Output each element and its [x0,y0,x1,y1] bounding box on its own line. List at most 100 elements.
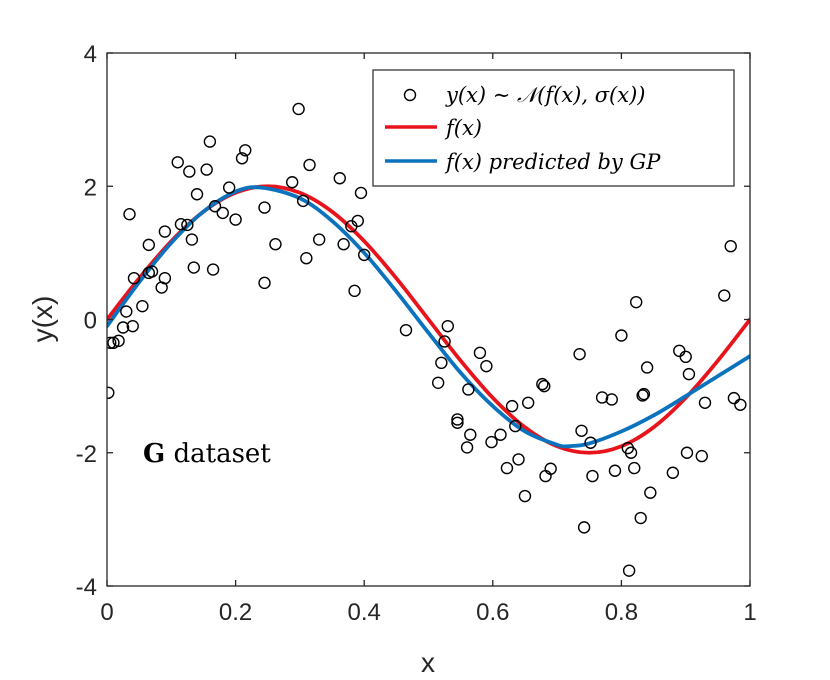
data-point [158,271,172,285]
data-point [107,336,120,350]
data-point [206,263,220,276]
data-point [183,165,196,178]
data-point [181,218,194,232]
data-point [107,386,115,399]
data-point [622,564,636,577]
data-point [174,218,188,231]
data-point [628,461,641,475]
data-point [451,413,464,426]
data-point [112,334,125,348]
data-point [296,194,310,208]
data-point [734,398,747,411]
data-point [644,486,657,499]
data-point [229,213,242,226]
data-point [636,389,649,402]
data-point [142,238,155,252]
data-point [303,158,316,172]
data-point [239,144,252,157]
data-point [500,461,514,475]
data-point [680,446,694,459]
y-tick-label: -2 [76,441,97,468]
data-point [544,462,557,475]
y-tick-label: 4 [84,41,97,68]
legend-entry-gp: f(x) predicted by GP [444,150,661,174]
lines-layer [107,184,750,455]
data-point [608,464,622,477]
data-point [312,233,326,246]
data-point [595,391,609,404]
gp-prediction-line [107,185,750,449]
data-point [464,428,477,441]
data-point [584,436,597,449]
data-point [158,225,172,238]
data-point [208,200,222,213]
y-tick-label: 2 [84,174,97,201]
data-point [505,399,519,413]
data-point [127,271,141,285]
data-point [351,214,364,228]
data-point [451,416,464,429]
data-point [292,102,305,116]
data-point [145,265,159,278]
data-point [605,393,618,406]
data-point [521,396,535,409]
legend-entry-observations: y(x) ∼ 𝒩(f(x), σ(x)) [445,83,645,107]
legend-marker-circle [403,88,417,102]
legend: y(x) ∼ 𝒩(f(x), σ(x)) f(x) f(x) predicted… [372,69,735,187]
data-point [575,424,588,437]
x-tick-label: 0.2 [219,599,252,626]
data-point [258,276,271,290]
data-point [185,233,199,246]
data-point [634,511,647,525]
data-point [187,261,201,274]
data-point [107,336,117,350]
data-point [473,346,487,360]
data-point [629,295,643,309]
data-point [640,361,654,374]
data-point [460,441,474,454]
data-point [431,376,445,389]
x-tick-label: 0.6 [476,599,509,626]
data-point [682,367,696,381]
data-point [300,252,313,265]
data-point [216,206,229,220]
data-point [399,323,413,337]
data-point [333,172,346,185]
data-point [438,335,451,348]
data-point [727,391,741,405]
data-point [200,163,213,176]
data-point [518,489,532,503]
data-point [116,321,130,334]
data-point [171,156,184,169]
data-point [577,521,591,534]
data-point [586,469,599,483]
data-point [666,466,680,479]
data-point [435,356,448,370]
data-point [509,419,522,433]
data-point [485,435,498,449]
x-tick-label: 1 [743,599,756,626]
data-point [337,238,350,251]
data-point [358,248,371,262]
data-point [136,299,149,313]
dataset-annotation-rest: dataset [165,439,271,469]
data-point [724,240,737,253]
data-point [462,383,475,396]
ticks-layer: 0 0.2 0.4 0.6 0.8 1 -4 -2 0 2 4 [76,41,757,626]
data-point [269,238,282,251]
data-point [441,319,454,333]
data-point [615,329,628,342]
data-point [695,449,708,463]
data-point [698,396,712,409]
data-point [679,350,692,364]
data-point [480,359,493,373]
data-point [190,188,204,201]
data-point [538,379,551,393]
dataset-annotation: G dataset [143,439,271,469]
data-point [718,289,731,302]
legend-entry-true: f(x) [444,116,482,140]
x-tick-label: 0 [100,599,113,626]
data-point [222,181,236,194]
y-tick-label: 0 [84,308,97,335]
data-point [536,377,549,391]
